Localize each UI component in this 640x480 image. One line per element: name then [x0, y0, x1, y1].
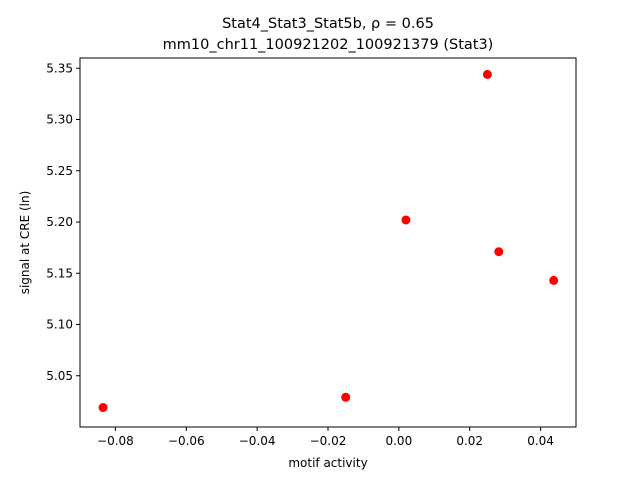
scatter-point [494, 247, 504, 257]
y-axis-label-text: signal at CRE (ln) [18, 191, 32, 295]
x-axis-label: motif activity [288, 456, 367, 470]
scatter-point [341, 392, 351, 402]
y-axis-ticks: 5.05 5.10 5.15 5.20 5.25 5.30 5.35 [46, 61, 80, 383]
data-points [98, 69, 559, 413]
scatter-point [549, 275, 559, 285]
y-axis-label: signal at CRE (ln) [18, 191, 32, 295]
y-tick-label: 5.20 [46, 215, 73, 229]
x-tick-label: −0.04 [239, 434, 276, 448]
x-tick-label: 0.02 [456, 434, 483, 448]
x-tick-label: 0.04 [527, 434, 554, 448]
x-tick-label: −0.08 [97, 434, 134, 448]
chart-title-line2: mm10_chr11_100921202_100921379 (Stat3) [163, 37, 494, 53]
y-tick-label: 5.25 [46, 164, 73, 178]
y-tick-label: 5.30 [46, 113, 73, 127]
x-tick-label: −0.06 [168, 434, 205, 448]
plot-frame [79, 57, 577, 428]
y-tick-label: 5.35 [46, 61, 73, 75]
scatter-point [401, 215, 411, 225]
y-tick-label: 5.15 [46, 266, 73, 280]
y-tick-label: 5.05 [46, 369, 73, 383]
x-tick-label: −0.02 [310, 434, 347, 448]
scatter-point [482, 69, 492, 79]
x-tick-label: 0.00 [385, 434, 412, 448]
scatter-point [98, 403, 108, 413]
x-axis-ticks: −0.08 −0.06 −0.04 −0.02 0.00 0.02 0.04 [97, 427, 554, 448]
y-tick-label: 5.10 [46, 318, 73, 332]
chart-title-line1: Stat4_Stat3_Stat5b, ρ = 0.65 [222, 16, 434, 32]
